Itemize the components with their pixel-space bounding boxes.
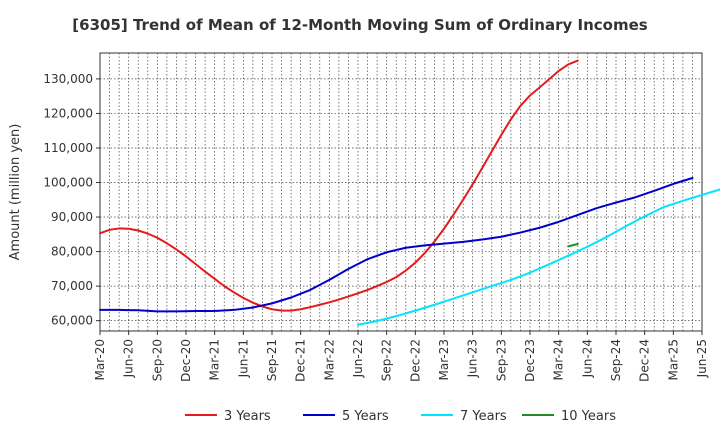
x-tick-label: Dec-24	[638, 339, 652, 382]
x-tick-label: Jun-24	[580, 339, 594, 378]
x-tick-label: Mar-25	[666, 339, 680, 380]
x-axis-ticks: Mar-20 Jun-20 Sep-20 Dec-20 Mar-21 Jun-21 Sep-…	[93, 331, 709, 382]
y-tick-label: 120,000	[43, 106, 93, 120]
series-line-3-years	[99, 59, 579, 312]
legend-label-7-years: 7 Years	[460, 409, 507, 424]
x-tick-label: Sep-23	[494, 339, 508, 381]
x-tick-label: Mar-21	[208, 339, 222, 380]
x-tick-label: Jun-22	[351, 339, 365, 378]
x-tick-label: Dec-23	[523, 339, 537, 382]
series-lines	[99, 59, 720, 326]
legend: 3 Years 5 Years 7 Years 10 Years	[185, 409, 616, 424]
x-tick-label: Mar-20	[93, 339, 107, 380]
x-tick-label: Dec-21	[294, 339, 308, 382]
series-line-5-years	[99, 177, 694, 313]
y-axis-label: Amount (million yen)	[8, 124, 23, 261]
x-tick-label: Sep-21	[265, 339, 279, 381]
x-tick-label: Jun-21	[236, 339, 250, 378]
x-tick-label: Mar-24	[552, 339, 566, 380]
y-tick-label: 60,000	[51, 314, 93, 328]
series-line-10-years	[567, 242, 579, 248]
x-tick-label: Dec-20	[179, 339, 193, 382]
x-tick-label: Dec-22	[408, 339, 422, 382]
x-tick-label: Jun-20	[122, 339, 136, 378]
chart-title: [6305] Trend of Mean of 12-Month Moving …	[72, 16, 647, 34]
plot-frame	[99, 52, 703, 332]
x-tick-label: Mar-23	[437, 339, 451, 380]
y-tick-label: 100,000	[43, 176, 93, 190]
legend-label-5-years: 5 Years	[342, 409, 389, 424]
series-line-7-years	[357, 188, 720, 326]
y-tick-label: 110,000	[43, 141, 93, 155]
y-axis-ticks: 60,000 70,000 80,000 90,000 100,000 110,000 12…	[43, 72, 100, 328]
x-tick-label: Mar-22	[322, 339, 336, 380]
y-tick-label: 70,000	[51, 279, 93, 293]
x-tick-label: Sep-20	[150, 339, 164, 381]
grid	[100, 53, 702, 331]
y-tick-label: 130,000	[43, 72, 93, 86]
x-tick-label: Sep-24	[609, 339, 623, 381]
x-tick-label: Jun-25	[695, 339, 709, 378]
legend-label-3-years: 3 Years	[224, 409, 271, 424]
legend-label-10-years: 10 Years	[561, 409, 616, 424]
y-tick-label: 90,000	[51, 210, 93, 224]
y-tick-label: 80,000	[51, 245, 93, 259]
x-tick-label: Jun-23	[466, 339, 480, 378]
x-tick-label: Sep-22	[380, 339, 394, 381]
